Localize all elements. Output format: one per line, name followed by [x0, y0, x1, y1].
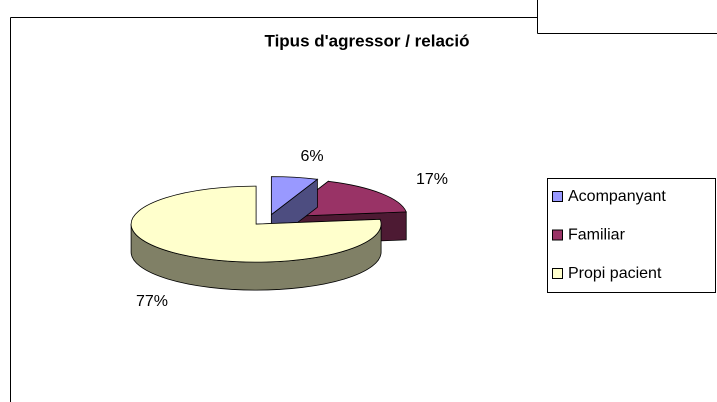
- legend-label: Familiar: [568, 227, 626, 244]
- legend-swatch: [552, 268, 563, 279]
- data-label: 6%: [300, 148, 323, 165]
- data-label: 17%: [416, 171, 448, 188]
- data-label: 77%: [136, 293, 168, 310]
- legend-label: Acompanyant: [568, 188, 666, 205]
- chart-title: Tipus d'agressor / relació: [265, 31, 470, 50]
- slice-top: [270, 176, 319, 216]
- legend-swatch: [552, 229, 563, 241]
- legend-swatch: [552, 191, 563, 202]
- legend-label: Propi pacient: [568, 265, 662, 282]
- pie-slice: [130, 185, 382, 291]
- legend-box: [547, 178, 716, 293]
- slice-top: [130, 185, 382, 263]
